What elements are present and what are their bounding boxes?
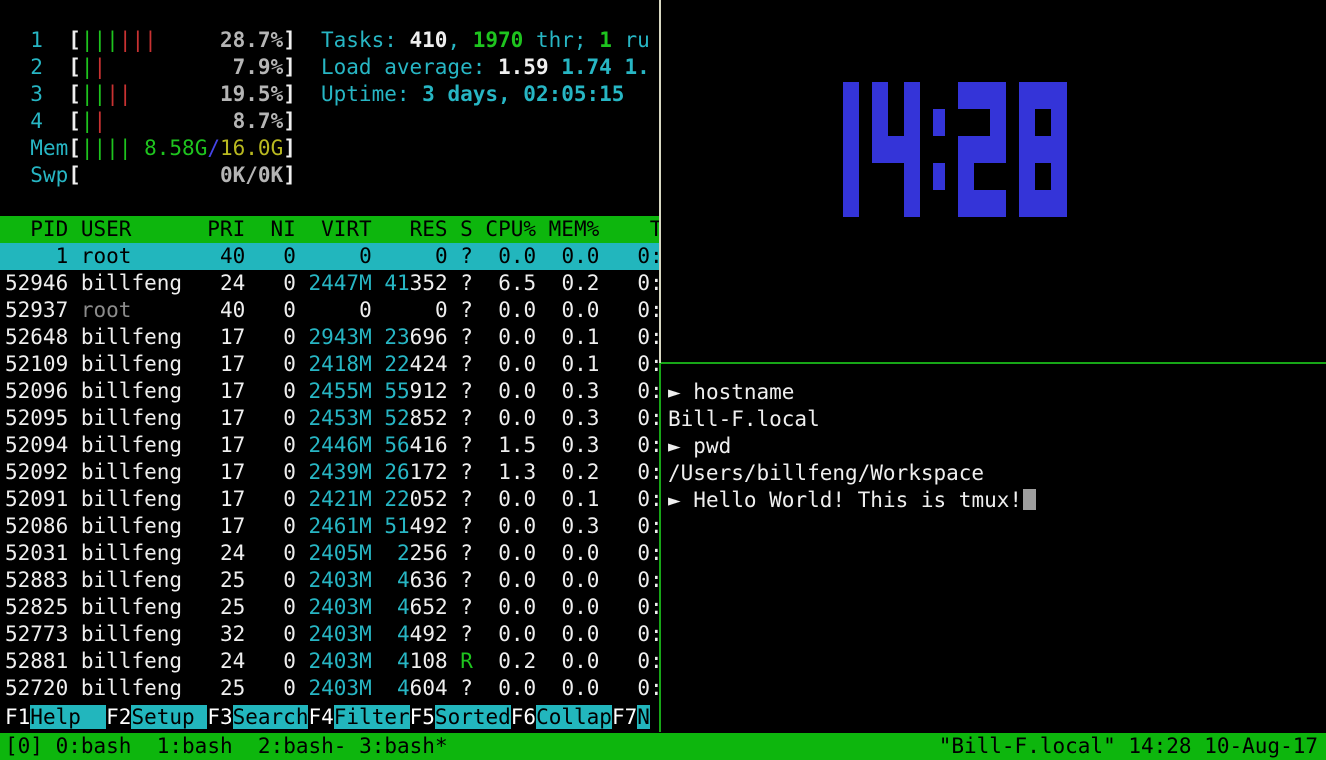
tmux-window-1[interactable]: 1:bash xyxy=(156,734,246,758)
process-row-52720[interactable]: 52720 billfeng 25 0 2403M 4604 ? 0.0 0.0… xyxy=(5,676,663,700)
clock-digit-8 xyxy=(1019,82,1067,217)
pane-htop[interactable]: 1 [|||||| 28.7%] 2 [|| 7.9%] 3 [|||| 19.… xyxy=(0,0,663,732)
tmux-status-bar: [0] 0:bash 1:bash 2:bash- 3:bash* "Bill-… xyxy=(0,733,1326,760)
swp-meter: Swp[ 0K/0K] xyxy=(30,163,296,187)
digital-clock xyxy=(811,82,1080,217)
terminal-lines: ► hostname Bill-F.local ► pwd/Users/billfe… xyxy=(661,364,1326,514)
terminal-command-line: ► pwd xyxy=(668,434,732,458)
fkey-f3[interactable]: F3Search xyxy=(207,705,309,729)
fkey-f5[interactable]: F5Sorted xyxy=(409,705,511,729)
process-row-52883[interactable]: 52883 billfeng 25 0 2403M 4636 ? 0.0 0.0… xyxy=(5,568,663,592)
terminal-command-line: ► hostname xyxy=(668,380,795,404)
htop-stats-line-0: Tasks: 410, 1970 thr; 1 ru xyxy=(321,28,650,52)
process-row-52095[interactable]: 52095 billfeng 17 0 2453M 52852 ? 0.0 0.… xyxy=(5,406,663,430)
pane-shell[interactable]: ► hostname Bill-F.local ► pwd/Users/billfe… xyxy=(661,364,1326,732)
tmux-window-0[interactable]: 0:bash xyxy=(55,734,145,758)
process-row-52086[interactable]: 52086 billfeng 17 0 2461M 51492 ? 0.0 0.… xyxy=(5,514,663,538)
tmux-status-right: "Bill-F.local" 14:28 10-Aug-17 xyxy=(938,734,1318,758)
tmux-window-list: [0] 0:bash 1:bash 2:bash- 3:bash* xyxy=(5,734,448,758)
clock-digit-4 xyxy=(872,82,920,217)
process-row-1[interactable]: 1 root 40 0 0 0 ? 0.0 0.0 0: xyxy=(0,243,663,270)
fkey-f1[interactable]: F1Help xyxy=(5,705,107,729)
cpu-meter-4: 4 [|| 8.7%] xyxy=(30,109,296,133)
htop-stats-line-1: Load average: 1.59 1.74 1. xyxy=(321,55,650,79)
clock-digit-1 xyxy=(811,82,859,217)
process-table-rows: 1 root 40 0 0 0 ? 0.0 0.0 0: 52946 billfe… xyxy=(0,243,663,702)
pane-clock[interactable] xyxy=(661,0,1326,362)
fkey-f7[interactable]: F7N xyxy=(611,705,650,729)
pane-border-vertical-top[interactable] xyxy=(659,0,661,363)
htop-function-key-bar: F1Help F2Setup F3SearchF4FilterF5SortedF… xyxy=(0,704,650,731)
clock-digit-2 xyxy=(958,82,1006,217)
htop-tasks-load-uptime: Tasks: 410, 1970 thr; 1 ru Load average: … xyxy=(321,27,650,108)
process-row-52092[interactable]: 52092 billfeng 17 0 2439M 26172 ? 1.3 0.… xyxy=(5,460,663,484)
process-table-header[interactable]: PID USER PRI NI VIRT RES S CPU% MEM% T xyxy=(0,216,662,243)
terminal-output-line: Bill-F.local xyxy=(668,407,820,431)
process-row-52648[interactable]: 52648 billfeng 17 0 2943M 23696 ? 0.0 0.… xyxy=(5,325,663,349)
process-row-52773[interactable]: 52773 billfeng 32 0 2403M 4492 ? 0.0 0.0… xyxy=(5,622,663,646)
process-row-52825[interactable]: 52825 billfeng 25 0 2403M 4652 ? 0.0 0.0… xyxy=(5,595,663,619)
cpu-meter-1: 1 [|||||| 28.7%] xyxy=(30,28,296,52)
terminal-output-line: /Users/billfeng/Workspace xyxy=(668,461,985,485)
fkey-f2[interactable]: F2Setup xyxy=(106,705,208,729)
process-row-52096[interactable]: 52096 billfeng 17 0 2455M 55912 ? 0.0 0.… xyxy=(5,379,663,403)
cpu-meter-3: 3 [|||| 19.5%] xyxy=(30,82,296,106)
process-table: PID USER PRI NI VIRT RES S CPU% MEM% T 1… xyxy=(0,216,663,702)
process-row-52091[interactable]: 52091 billfeng 17 0 2421M 22052 ? 0.0 0.… xyxy=(5,487,663,511)
mem-meter: Mem[|||| 8.58G/16.0G] xyxy=(30,136,296,160)
process-row-52946[interactable]: 52946 billfeng 24 0 2447M 41352 ? 6.5 0.… xyxy=(5,271,663,295)
process-row-52109[interactable]: 52109 billfeng 17 0 2418M 22424 ? 0.0 0.… xyxy=(5,352,663,376)
tmux-window-2[interactable]: 2:bash- xyxy=(257,734,347,758)
process-row-52937[interactable]: 52937 root 40 0 0 0 ? 0.0 0.0 0: xyxy=(5,298,663,322)
process-row-52031[interactable]: 52031 billfeng 24 0 2405M 2256 ? 0.0 0.0… xyxy=(5,541,663,565)
terminal-command-line: ► Hello World! This is tmux! xyxy=(668,487,1326,514)
pane-border-horizontal[interactable] xyxy=(661,362,1326,364)
process-row-52094[interactable]: 52094 billfeng 17 0 2446M 56416 ? 1.5 0.… xyxy=(5,433,663,457)
fkey-f4[interactable]: F4Filter xyxy=(308,705,410,729)
fkey-f6[interactable]: F6Collap xyxy=(510,705,612,729)
pane-border-vertical-bottom[interactable] xyxy=(659,363,661,732)
cpu-meter-2: 2 [|| 7.9%] xyxy=(30,55,296,79)
terminal-cursor xyxy=(1023,489,1037,510)
htop-cpu-memory-meters: 1 [|||||| 28.7%] 2 [|| 7.9%] 3 [|||| 19.… xyxy=(5,27,296,189)
htop-stats-line-2: Uptime: 3 days, 02:05:15 xyxy=(321,82,625,106)
tmux-window-3[interactable]: 3:bash* xyxy=(359,734,448,758)
process-row-52881[interactable]: 52881 billfeng 24 0 2403M 4108 R 0.2 0.0… xyxy=(5,649,663,673)
clock-colon xyxy=(933,82,945,217)
